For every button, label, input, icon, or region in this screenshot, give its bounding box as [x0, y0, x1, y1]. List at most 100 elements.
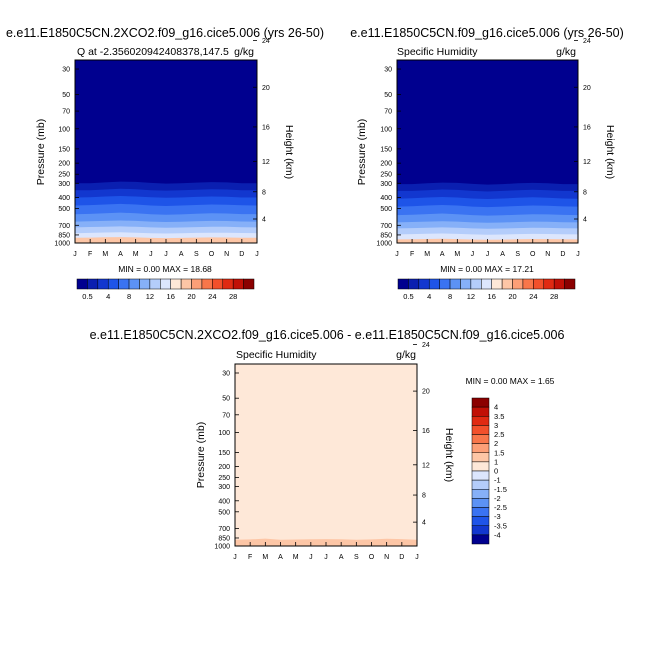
- x-tick-label: M: [454, 251, 460, 258]
- colorbar-swatch: [76, 278, 88, 290]
- colorbar-label: 20: [508, 292, 516, 301]
- x-tick-label: J: [395, 251, 399, 258]
- x-tick-label: M: [293, 554, 299, 561]
- y-tick-label: 300: [58, 181, 70, 188]
- colorbar-swatch: [201, 278, 213, 290]
- colorbar-swatch: [471, 406, 490, 417]
- y-tick-label: 700: [218, 526, 230, 533]
- x-tick-label: M: [133, 251, 139, 258]
- x-tick-label: D: [399, 554, 404, 561]
- y-tick-label: 200: [218, 464, 230, 471]
- x-tick-label: A: [339, 554, 344, 561]
- colorbar-label: 2.5: [494, 430, 504, 439]
- x-tick-label: M: [424, 251, 430, 258]
- x-tick-label: D: [560, 251, 565, 258]
- colorbar-label: -1.5: [494, 485, 507, 494]
- colorbar-swatch: [428, 278, 440, 290]
- colorbar-swatch: [543, 278, 555, 290]
- colorbar-swatch: [471, 425, 490, 435]
- x-tick-label: J: [233, 554, 237, 561]
- colorbar-label: 1.5: [494, 448, 504, 457]
- y-tick-label: 700: [58, 223, 70, 230]
- colorbar-label: -3.5: [494, 521, 507, 530]
- y-tick-label: 150: [58, 146, 70, 153]
- colorbar-label: 24: [208, 292, 216, 301]
- colorbar-swatch: [149, 278, 161, 290]
- plot-area: 30 50 70 100 150 200 250 300 400 500 700 850 1000 4 8 1…: [214, 342, 429, 561]
- y2-tick-label: 20: [262, 85, 270, 92]
- colorbar-swatch: [471, 498, 490, 508]
- colorbar-swatch: [471, 434, 490, 444]
- colorbar-swatch: [471, 470, 490, 481]
- colorbar-label: 28: [550, 292, 558, 301]
- colorbar-label: 1: [494, 457, 498, 466]
- colorbar-swatch: [471, 534, 490, 545]
- y-tick-label: 150: [380, 146, 392, 153]
- x-tick-label: F: [410, 251, 414, 258]
- colorbar-swatch: [160, 278, 171, 290]
- x-tick-label: J: [164, 251, 168, 258]
- colorbar-swatch: [397, 278, 409, 290]
- colorbar-label: 8: [448, 292, 452, 301]
- chart-units: g/kg: [396, 349, 416, 361]
- x-tick-label: J: [324, 554, 328, 561]
- y2-tick-label: 4: [422, 520, 426, 527]
- chart-panel-difference: e.e11.E1850C5CN.2XCO2.f09_g16.cice5.006 …: [90, 328, 565, 561]
- x-tick-label: A: [179, 251, 184, 258]
- chart-title: e.e11.E1850C5CN.f09_g16.cice5.006 (yrs 2…: [350, 26, 624, 40]
- y-tick-label: 50: [62, 92, 70, 99]
- y-tick-label: 300: [218, 484, 230, 491]
- colorbar-swatch: [418, 278, 430, 290]
- y2-tick-label: 20: [583, 85, 591, 92]
- chart-units: g/kg: [234, 46, 254, 58]
- colorbar-label: 28: [229, 292, 237, 301]
- y-tick-label: 1000: [376, 241, 392, 248]
- min-max-label: MIN = 0.00 MAX = 17.21: [440, 264, 534, 274]
- y-tick-label: 1000: [214, 544, 230, 551]
- contour-fills: [235, 364, 417, 546]
- y-tick-label: 400: [218, 498, 230, 505]
- colorbar-swatch: [471, 416, 490, 426]
- y2-axis-label: Height (km): [604, 125, 616, 179]
- colorbar-swatch: [97, 278, 109, 290]
- colorbar-label: -4: [494, 530, 501, 539]
- colorbar-swatch: [118, 278, 130, 290]
- y-tick-label: 30: [62, 67, 70, 74]
- colorbar-label: 16: [167, 292, 175, 301]
- colorbar-swatch: [243, 278, 255, 290]
- x-tick-label: J: [576, 251, 580, 258]
- y-tick-label: 300: [380, 181, 392, 188]
- y-tick-label: 850: [58, 232, 70, 239]
- colorbar-swatch: [408, 278, 420, 290]
- x-tick-label: A: [440, 251, 445, 258]
- x-tick-label: F: [88, 251, 92, 258]
- colorbar-swatch: [139, 278, 151, 290]
- x-tick-label: M: [262, 554, 268, 561]
- x-tick-label: O: [530, 251, 536, 258]
- y-tick-label: 250: [58, 172, 70, 179]
- colorbar-swatch: [491, 278, 503, 290]
- chart-title: e.e11.E1850C5CN.2XCO2.f09_g16.cice5.006 …: [6, 26, 324, 40]
- y-tick-label: 70: [222, 412, 230, 419]
- y2-tick-label: 24: [422, 342, 430, 349]
- x-tick-label: A: [118, 251, 123, 258]
- min-max-label: MIN = 0.00 MAX = 1.65: [466, 376, 555, 386]
- y2-tick-label: 12: [422, 462, 430, 469]
- y-tick-label: 250: [380, 172, 392, 179]
- y-tick-label: 100: [218, 430, 230, 437]
- y-tick-label: 70: [384, 109, 392, 116]
- y-tick-label: 500: [58, 206, 70, 213]
- colorbar-swatch: [512, 278, 524, 290]
- min-max-label: MIN = 0.00 MAX = 18.68: [118, 264, 212, 274]
- colorbar-swatch: [471, 525, 490, 536]
- colorbar-label: 4: [427, 292, 431, 301]
- y-tick-label: 700: [380, 223, 392, 230]
- y-tick-label: 100: [380, 126, 392, 133]
- colorbar: 43.532.521.510-1-1.5-2-2.5-3-3.5-4: [471, 397, 507, 545]
- y2-tick-label: 4: [262, 217, 266, 224]
- y-tick-label: 50: [384, 92, 392, 99]
- x-tick-label: S: [515, 251, 520, 258]
- y-tick-label: 400: [380, 195, 392, 202]
- colorbar-swatch: [170, 278, 182, 290]
- colorbar-label: 0.5: [403, 292, 413, 301]
